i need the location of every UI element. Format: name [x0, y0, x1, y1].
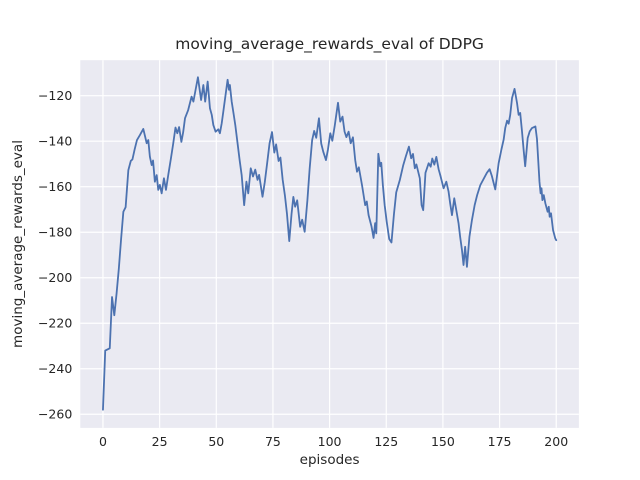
y-axis-label: moving_average_rewards_eval [10, 140, 26, 348]
y-tick-label: −260 [38, 407, 72, 422]
y-tick-label: −120 [38, 88, 72, 103]
y-tick-label: −180 [38, 225, 72, 240]
y-tick-labels: −260 −240 −220 −200 −180 −160 −140 −120 [38, 88, 72, 422]
x-tick-label: 75 [265, 434, 281, 449]
x-tick-label: 200 [544, 434, 568, 449]
x-tick-label: 175 [488, 434, 512, 449]
x-tick-labels: 0 25 50 75 100 125 150 175 200 [99, 434, 568, 449]
y-tick-label: −160 [38, 179, 72, 194]
series-line [102, 76, 558, 411]
y-tick-label: −220 [38, 316, 72, 331]
y-tick-label: −140 [38, 134, 72, 149]
y-tick-label: −200 [38, 270, 72, 285]
x-tick-label: 50 [208, 434, 224, 449]
gridlines [80, 60, 579, 428]
x-tick-label: 125 [374, 434, 398, 449]
x-tick-label: 25 [152, 434, 168, 449]
chart-title: moving_average_rewards_eval of DDPG [175, 35, 484, 54]
y-tick-label: −240 [38, 361, 72, 376]
x-tick-label: 0 [99, 434, 107, 449]
x-tick-label: 150 [431, 434, 455, 449]
x-axis-label: episodes [300, 452, 360, 468]
x-tick-label: 100 [318, 434, 342, 449]
